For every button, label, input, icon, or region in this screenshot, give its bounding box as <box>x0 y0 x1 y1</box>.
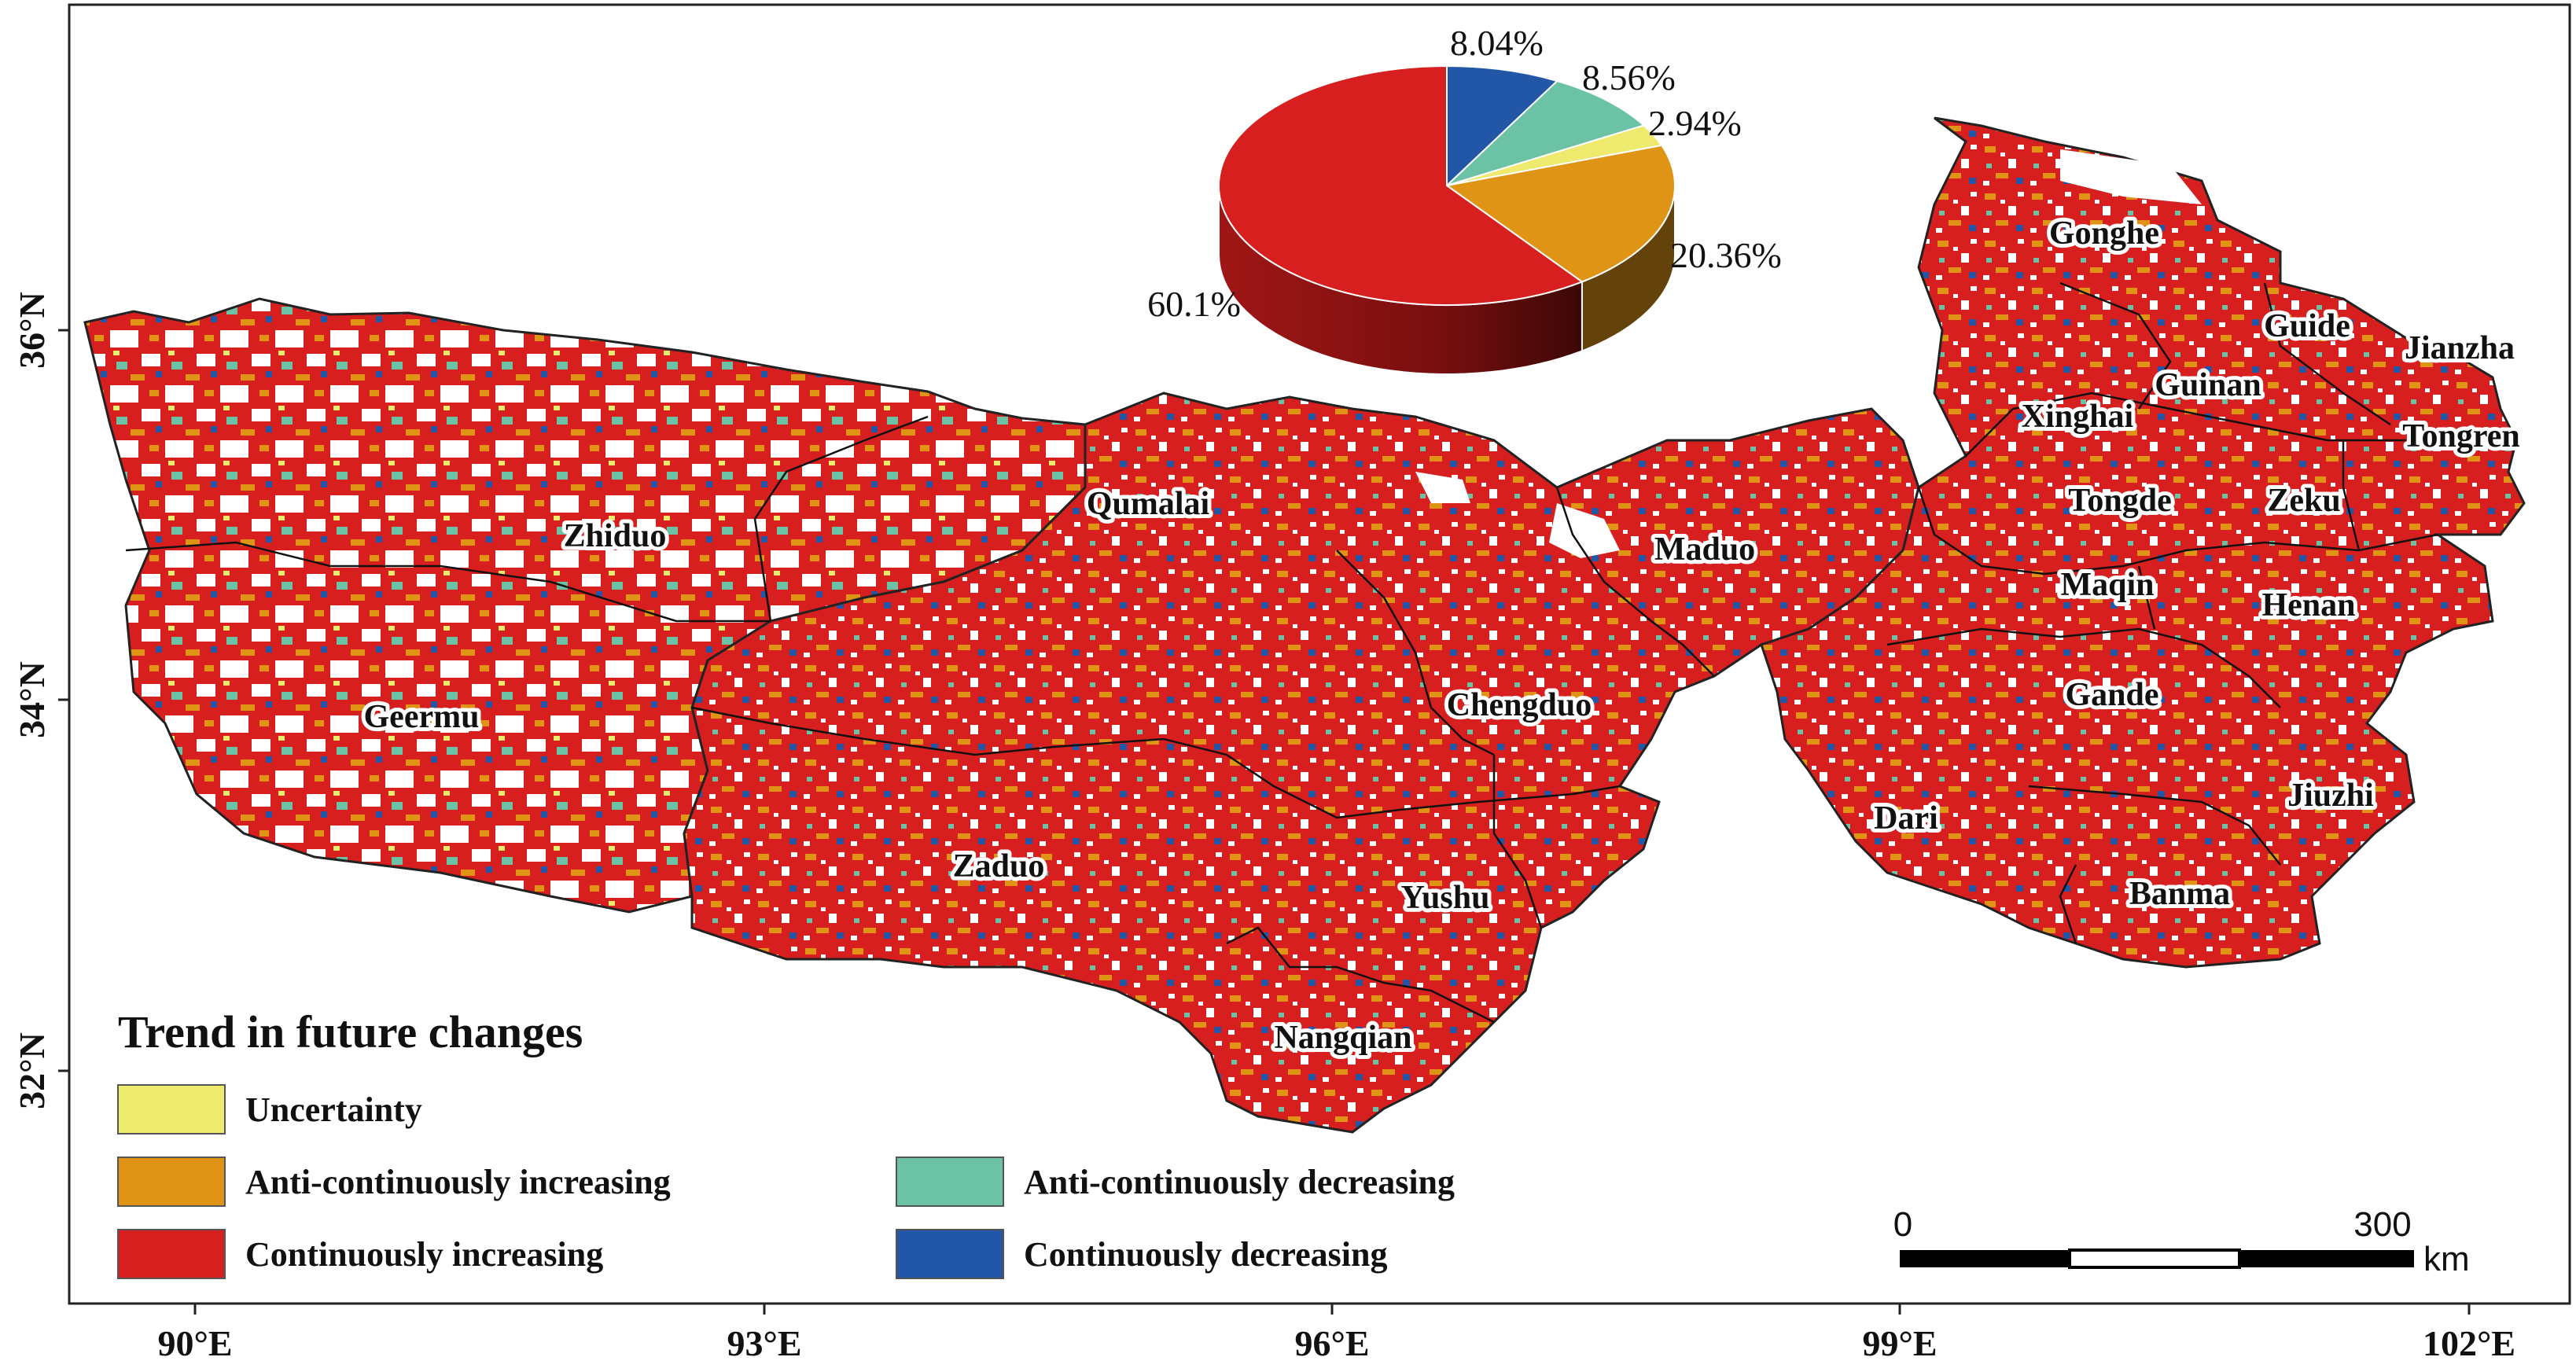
lat-tick-label: 32°N <box>12 1032 52 1109</box>
legend-label: Continuously decreasing <box>1024 1235 1388 1274</box>
county-label: Jiuzhi <box>2287 778 2374 814</box>
county-label: Zaduo <box>953 848 1045 884</box>
lon-tick-label: 102°E <box>2423 1323 2515 1363</box>
county-label: Zhiduo <box>564 518 667 554</box>
legend-swatch <box>896 1229 1004 1279</box>
legend-swatch <box>117 1157 226 1207</box>
county-label: Maduo <box>1654 531 1755 568</box>
county-label: Banma <box>2129 876 2230 912</box>
lon-tick-label: 99°E <box>1862 1323 1937 1363</box>
pie-slice-label: 8.56% <box>1582 57 1676 97</box>
scale-segment-dark <box>2239 1250 2414 1267</box>
lake-patch <box>2060 149 2202 204</box>
lon-tick-label: 90°E <box>157 1323 232 1363</box>
pie-slice <box>1218 64 1584 306</box>
county-label: Geermu <box>364 699 480 735</box>
county-label: Qumalai <box>1087 486 1210 522</box>
legend-label: Uncertainty <box>245 1090 422 1129</box>
county-label: Chengduo <box>1447 687 1592 723</box>
pie-slice <box>1446 79 1646 186</box>
county-label: Maqin <box>2060 567 2154 603</box>
scale-unit-label: km <box>2423 1240 2470 1278</box>
scale-end-label: 300 <box>2353 1205 2411 1244</box>
county-label: Jianzha <box>2405 330 2515 366</box>
lon-tick-label: 96°E <box>1294 1323 1369 1363</box>
county-label: Gonghe <box>2049 215 2159 252</box>
lake-patch <box>1415 472 1470 503</box>
county-label: Guide <box>2264 308 2350 344</box>
pie-slice-label: 2.94% <box>1648 103 1742 143</box>
lat-tick-label: 36°N <box>12 292 52 369</box>
county-label: Gande <box>2065 677 2158 713</box>
scale-segment-light <box>2068 1248 2241 1269</box>
legend-label: Anti-continuously decreasing <box>1024 1163 1455 1201</box>
lat-tick-label: 34°N <box>12 661 52 738</box>
pie-slice-label: 8.04% <box>1450 23 1544 63</box>
county-label: Nangqian <box>1274 1020 1411 1056</box>
scale-start-label: 0 <box>1893 1205 1912 1244</box>
region-central <box>683 392 1920 1134</box>
county-label: Zeku <box>2267 483 2340 519</box>
county-label: Yushu <box>1401 880 1490 916</box>
county-boundaries <box>125 281 2438 1024</box>
study-area <box>83 116 2526 1134</box>
scale-bar: 0 300 km <box>1893 1205 2470 1278</box>
pie-slice-label: 20.36% <box>1670 235 1782 275</box>
legend-label: Continuously increasing <box>245 1235 603 1274</box>
pie-chart: 8.04% 8.56% 2.94% 20.36% 60.1% <box>1147 23 1782 375</box>
legend-swatch <box>117 1084 226 1134</box>
lon-tick-label: 93°E <box>727 1323 801 1363</box>
legend-label: Anti-continuously increasing <box>245 1163 671 1201</box>
county-label: Dari <box>1874 800 1938 837</box>
county-label: Tongren <box>2402 418 2519 454</box>
axes: 90°E 93°E 96°E 99°E 102°E 36°N 34°N 32°N <box>12 292 2515 1363</box>
region-east <box>1760 116 2526 969</box>
pie-slice-label: 60.1% <box>1147 284 1241 324</box>
scale-segment-dark <box>1900 1250 2070 1267</box>
legend-title: Trend in future changes <box>118 1006 583 1057</box>
county-label: Henan <box>2261 587 2355 623</box>
pie-slice <box>1444 144 1676 283</box>
county-label: Tongde <box>2068 483 2172 519</box>
legend: Trend in future changes Uncertainty Anti-… <box>117 1006 1455 1279</box>
pie-slice <box>1446 64 1559 188</box>
legend-swatch <box>117 1229 226 1279</box>
county-label: Xinghai <box>2022 399 2134 435</box>
county-labels: Gonghe Guide Jianzha Guinan Xinghai Tongren To… <box>360 211 2524 1060</box>
legend-swatch <box>896 1157 1004 1207</box>
county-label: Guinan <box>2155 367 2261 403</box>
